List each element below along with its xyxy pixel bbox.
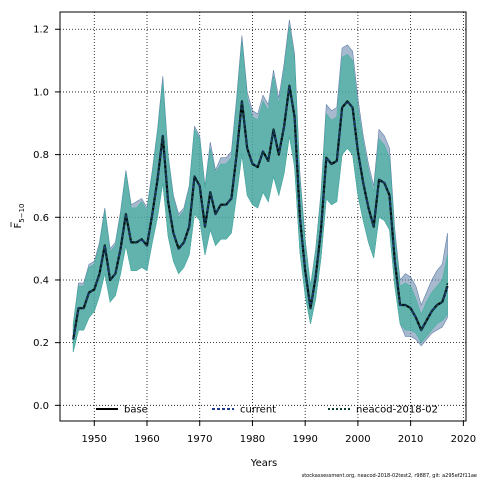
y-tick-label-2: 0.4 (33, 275, 49, 286)
x-tick-label-1950: 1950 (82, 434, 107, 445)
y-axis-label-sub: 5−10 (18, 204, 26, 223)
x-tick-label-1990: 1990 (292, 434, 317, 445)
x-tick-label-1980: 1980 (240, 434, 265, 445)
legend-label-neacod-2018-02: neacod-2018-02 (356, 405, 438, 416)
x-axis-label: Years (250, 458, 277, 469)
series-lines (72, 84, 449, 340)
x-tick-label-2020: 2020 (451, 434, 476, 445)
y-tick-label-5: 1.0 (33, 87, 49, 98)
y-axis-label: F5−10 (13, 204, 26, 229)
confidence-bands (72, 19, 448, 353)
x-tick-label-1960: 1960 (134, 434, 159, 445)
y-tick-label-1: 0.2 (33, 338, 49, 349)
legend: base current neacod-2018-02 (96, 405, 438, 416)
x-tick-label-1970: 1970 (187, 434, 212, 445)
legend-label-current: current (240, 405, 276, 416)
plot-frame (59, 11, 467, 422)
y-tick-label-3: 0.6 (33, 213, 49, 224)
band-neacod-2018-02-ci (72, 26, 448, 353)
x-tick-label-2010: 2010 (398, 434, 423, 445)
footnote: stockassessment.org, neacod-2018-02test2… (302, 473, 477, 479)
y-axis-ticks: 0.0 0.2 0.4 0.6 0.8 1.0 1.2 (33, 25, 60, 412)
y-tick-label-0: 0.0 (33, 401, 49, 412)
y-tick-label-6: 1.2 (33, 25, 49, 36)
y-axis-label-main: F (13, 223, 24, 229)
x-tick-label-2000: 2000 (345, 434, 370, 445)
y-tick-label-4: 0.8 (33, 150, 49, 161)
legend-label-base: base (124, 405, 148, 416)
x-axis-ticks: 1950 1960 1970 1980 1990 2000 2010 2020 (82, 421, 476, 445)
series-line-neacod-2018-02 (72, 84, 449, 340)
